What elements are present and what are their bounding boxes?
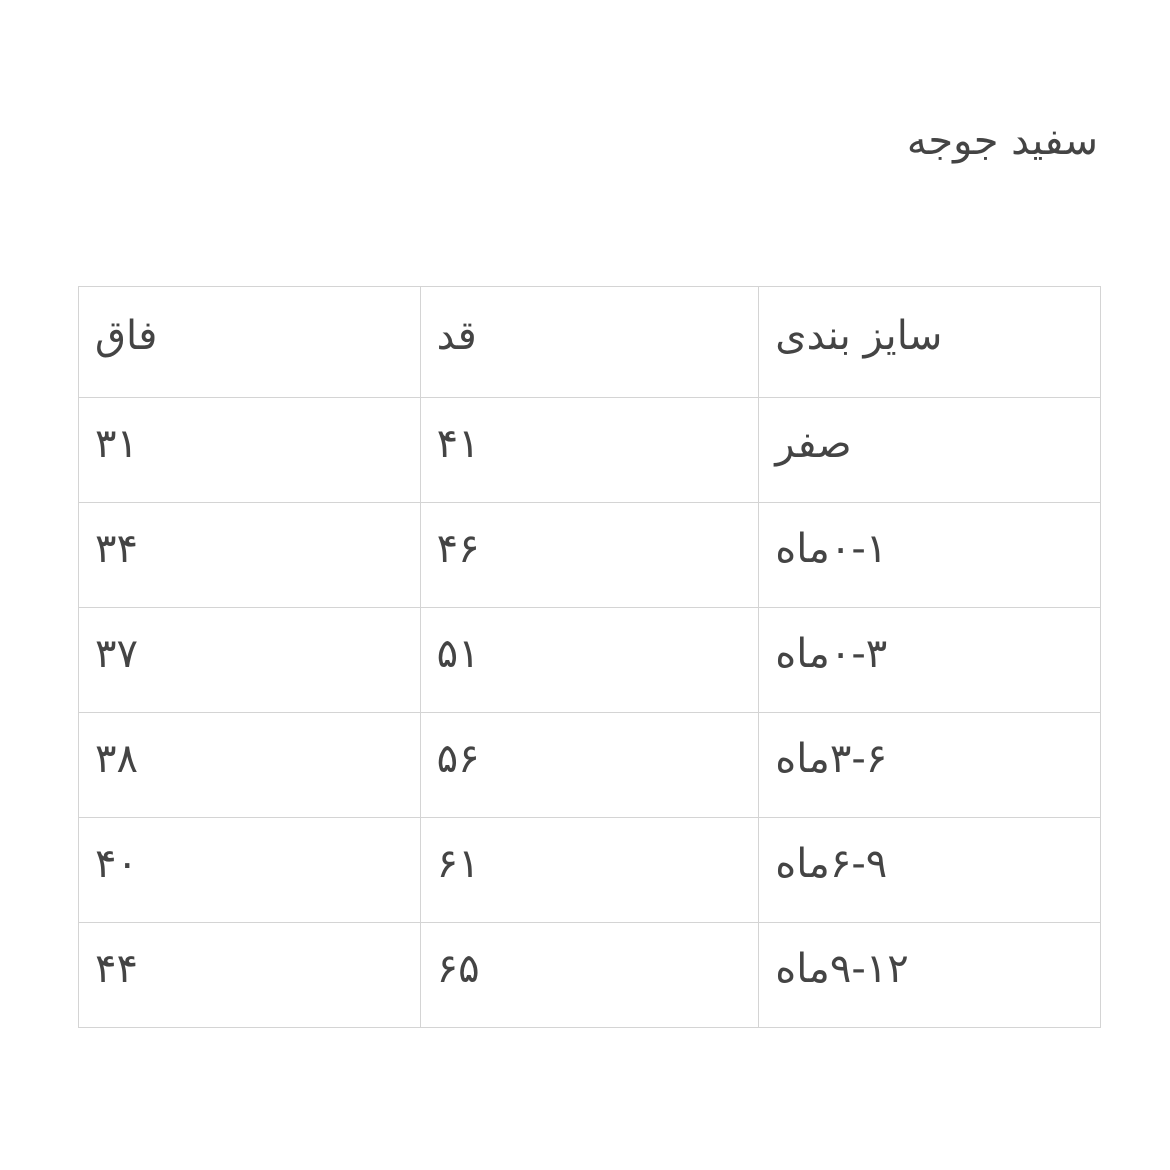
table-row: صفر ۴۱ ۳۱ [78, 397, 1101, 503]
cell-rise: ۳۱ [78, 397, 421, 503]
header-height: قد [419, 286, 760, 398]
cell-size: ۳-۶ماه [758, 712, 1101, 818]
cell-size: ۹-۱۲ماه [758, 922, 1101, 1028]
cell-height: ۵۱ [419, 607, 760, 713]
cell-height: ۴۱ [419, 397, 760, 503]
size-table: سایز بندی قد فاق صفر ۴۱ ۳۱ ۰-۱ماه ۴۶ ۳۴ ۰-۳ماه… [78, 286, 1101, 1028]
cell-height: ۶۱ [419, 817, 760, 923]
cell-height: ۴۶ [419, 502, 760, 608]
cell-size: صفر [758, 397, 1101, 503]
table-row: ۰-۳ماه ۵۱ ۳۷ [78, 607, 1101, 713]
page-title: سفید جوجه [906, 118, 1098, 164]
header-size: سایز بندی [758, 286, 1101, 398]
table-row: ۶-۹ماه ۶۱ ۴۰ [78, 817, 1101, 923]
cell-height: ۵۶ [419, 712, 760, 818]
cell-height: ۶۵ [419, 922, 760, 1028]
cell-rise: ۴۴ [78, 922, 421, 1028]
cell-size: ۶-۹ماه [758, 817, 1101, 923]
cell-rise: ۳۷ [78, 607, 421, 713]
table-row: ۰-۱ماه ۴۶ ۳۴ [78, 502, 1101, 608]
cell-rise: ۳۸ [78, 712, 421, 818]
cell-size: ۰-۱ماه [758, 502, 1101, 608]
table-header-row: سایز بندی قد فاق [78, 286, 1101, 398]
cell-rise: ۳۴ [78, 502, 421, 608]
cell-size: ۰-۳ماه [758, 607, 1101, 713]
table-row: ۳-۶ماه ۵۶ ۳۸ [78, 712, 1101, 818]
cell-rise: ۴۰ [78, 817, 421, 923]
table-row: ۹-۱۲ماه ۶۵ ۴۴ [78, 922, 1101, 1028]
header-rise: فاق [78, 286, 421, 398]
